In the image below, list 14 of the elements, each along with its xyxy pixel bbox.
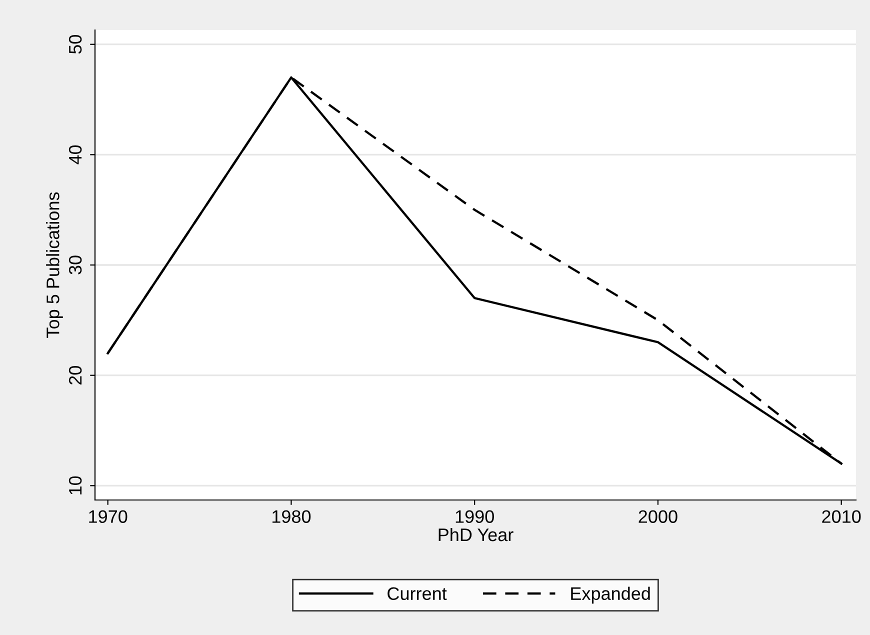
y-tick-label: 50 — [68, 35, 82, 54]
legend-label: Current — [388, 587, 447, 600]
x-tick-label: 1980 — [272, 510, 311, 523]
y-tick-label: 30 — [68, 256, 82, 274]
x-axis-title: PhD Year — [438, 528, 514, 542]
x-tick-label: 2000 — [638, 510, 678, 523]
y-tick-label: 10 — [68, 476, 82, 494]
y-axis-title: Top 5 Publications — [46, 192, 63, 338]
y-tick-label: 20 — [68, 366, 82, 384]
x-tick-label: 1970 — [89, 510, 128, 523]
y-tick-label: 40 — [68, 145, 82, 164]
legend-label: Expanded — [571, 586, 650, 604]
x-tick-label: 1990 — [456, 510, 494, 523]
x-tick-label: 2010 — [822, 510, 861, 523]
